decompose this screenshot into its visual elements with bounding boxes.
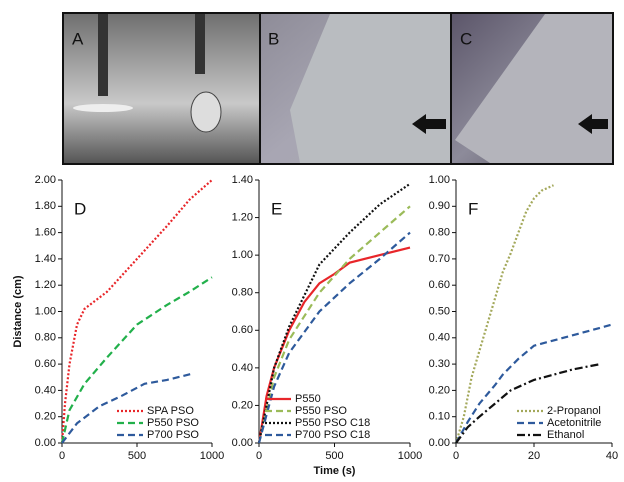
y-tick-label: 0.40 (232, 362, 253, 374)
y-tick-label: 0.50 (429, 305, 450, 317)
y-tick-label: 0.30 (429, 358, 450, 370)
legend-label: P550 PSO (295, 405, 347, 417)
panel-label: B (268, 29, 279, 48)
y-tick-label: 0.60 (429, 279, 450, 291)
y-tick-label: 1.00 (35, 305, 56, 317)
x-tick-label: 20 (528, 450, 540, 462)
y-tick-label: 1.40 (35, 253, 56, 265)
y-axis-label: Distance (cm) (12, 275, 24, 347)
x-tick-label: 1000 (200, 450, 224, 462)
y-tick-label: 0.70 (429, 253, 450, 265)
droplet (190, 91, 222, 133)
data-line (257, 205, 411, 444)
legend-label: P550 PSO (147, 417, 199, 429)
y-tick-label: 0.20 (35, 411, 56, 423)
y-tick-label: 2.00 (35, 174, 56, 186)
y-tick-label: 1.20 (35, 279, 56, 291)
x-tick-label: 0 (256, 450, 262, 462)
y-tick-label: 1.60 (35, 227, 56, 239)
arrow (412, 114, 446, 134)
data-line (61, 372, 195, 444)
needle (195, 14, 205, 74)
y-tick-label: 0.20 (429, 384, 450, 396)
y-tick-label: 1.40 (232, 174, 253, 186)
panel-label: F (468, 199, 478, 218)
x-tick-label: 40 (606, 450, 618, 462)
x-tick-label: 1000 (398, 450, 422, 462)
legend-label: 2-Propanol (547, 405, 601, 417)
legend-label: P550 PSO C18 (295, 417, 370, 429)
legend-label: P700 PSO C18 (295, 429, 370, 441)
data-line (455, 363, 601, 444)
y-tick-label: 0.00 (232, 437, 253, 449)
legend-label: P700 PSO (147, 429, 199, 441)
panel-label: C (460, 29, 472, 48)
y-tick-label: 1.00 (232, 249, 253, 261)
panel-label: D (74, 199, 86, 218)
y-tick-label: 0.80 (429, 227, 450, 239)
photo-strip: A B C (62, 12, 614, 165)
data-line (257, 246, 411, 444)
data-line (60, 179, 213, 444)
data-line (455, 323, 613, 444)
droplet (73, 104, 133, 112)
legend-label: Ethanol (547, 429, 584, 441)
y-tick-label: 0.90 (429, 200, 450, 212)
data-line (257, 231, 411, 444)
y-tick-label: 0.20 (232, 399, 253, 411)
y-tick-label: 0.60 (35, 358, 56, 370)
y-tick-label: 1.80 (35, 200, 56, 212)
legend-label: SPA PSO (147, 405, 194, 417)
y-tick-label: 0.80 (35, 332, 56, 344)
x-tick-label: 500 (128, 450, 146, 462)
x-tick-label: 0 (59, 450, 65, 462)
data-line (454, 184, 554, 444)
data-line (257, 182, 411, 444)
y-tick-label: 0.10 (429, 411, 450, 423)
x-axis-label: Time (s) (314, 465, 356, 477)
y-tick-label: 0.60 (232, 324, 253, 336)
y-tick-label: 0.80 (232, 287, 253, 299)
y-tick-label: 0.00 (35, 437, 56, 449)
data-line (60, 276, 213, 444)
liquid-front (290, 14, 450, 163)
legend-label: P550 (295, 393, 321, 405)
legend-label: Acetonitrile (547, 417, 601, 429)
y-tick-label: 1.00 (429, 174, 450, 186)
needle (98, 14, 108, 96)
panel-label: A (72, 29, 84, 48)
y-tick-label: 0.40 (35, 384, 56, 396)
y-tick-label: 1.20 (232, 211, 253, 223)
y-tick-label: 0.40 (429, 332, 450, 344)
y-tick-label: 0.00 (429, 437, 450, 449)
x-tick-label: 500 (325, 450, 343, 462)
x-tick-label: 0 (453, 450, 459, 462)
liquid-front (455, 14, 612, 163)
photo-a (64, 14, 259, 163)
arrow (578, 114, 608, 134)
panel-label: E (271, 199, 282, 218)
